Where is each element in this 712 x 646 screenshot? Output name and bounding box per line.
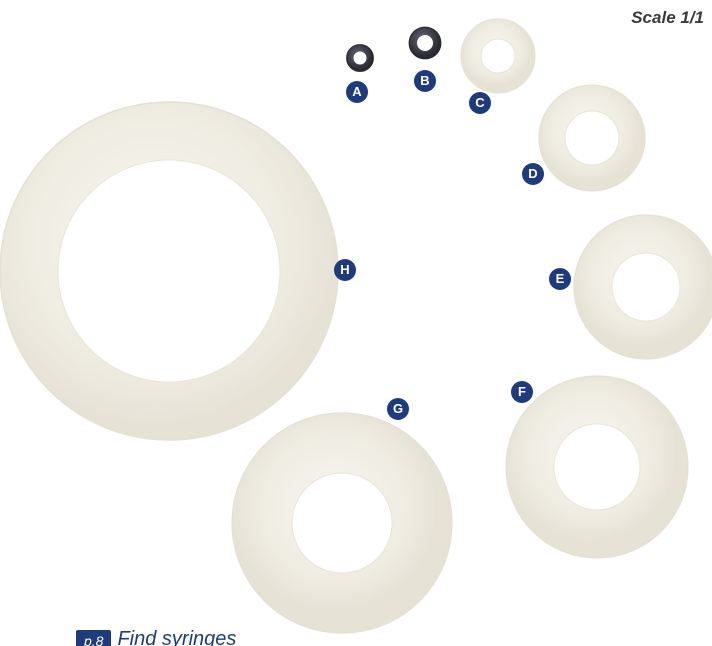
badge-h: H (334, 259, 356, 281)
washer-c (460, 18, 536, 94)
washer-b (408, 26, 442, 60)
footer-link[interactable]: p.8 Find syringes (76, 630, 236, 646)
washer-g (231, 412, 453, 634)
scale-label: Scale 1/1 (631, 8, 704, 27)
badge-a: A (346, 81, 368, 103)
badge-e: E (549, 268, 571, 290)
badge-b: B (414, 70, 436, 92)
washer-a (346, 44, 374, 72)
page-tag: p.8 (76, 630, 112, 646)
badge-g: G (387, 398, 409, 420)
badge-c: C (469, 92, 491, 114)
footer-text: Find syringes (117, 630, 237, 646)
washer-h (0, 101, 339, 441)
washer-f (505, 375, 689, 559)
badge-d: D (522, 163, 544, 185)
washer-d (538, 84, 646, 192)
washer-e (573, 214, 712, 360)
badge-f: F (511, 381, 533, 403)
